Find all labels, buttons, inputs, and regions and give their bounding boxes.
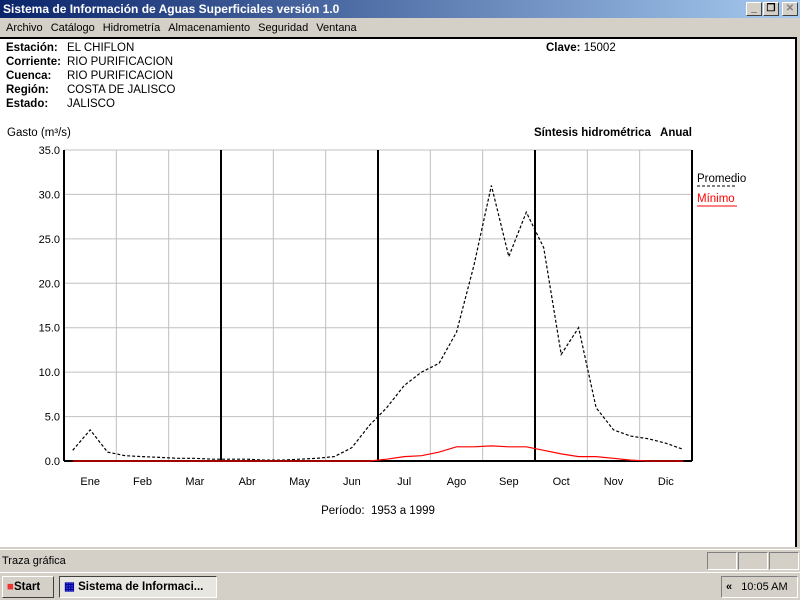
start-label: Start [13,581,41,593]
status-text: Traza gráfica [2,555,66,567]
cuenca-row: Cuenca: RIO PURIFICACION [6,69,173,83]
status-panel [738,552,768,570]
label: Estación: [6,42,58,54]
station-name: EL CHIFLON [67,42,135,54]
y-tick-label: 20.0 [39,278,60,290]
legend-promedio: Promedio [697,173,746,185]
x-tick-label: Sep [499,476,519,488]
y-tick-label: 30.0 [39,189,60,201]
x-tick-label: Ene [80,476,100,488]
taskbar: ■Start ▦ Sistema de Informaci... « 10:05… [0,572,800,600]
restore-button[interactable]: ❐ [763,2,779,16]
series-line-minimo [72,445,684,462]
y-tick-label: 5.0 [45,412,60,424]
clave-row: Clave: 15002 [546,41,616,55]
status-panel [707,552,737,570]
task-label: Sistema de Informaci... [78,581,204,593]
menu-ventana[interactable]: Ventana [316,21,357,34]
x-tick-label: Jul [397,476,411,488]
label: Región: [6,84,49,96]
window-title: Sistema de Información de Aguas Superfic… [3,2,340,16]
estado-row: Estado: JALISCO [6,97,115,111]
tray-expand-button[interactable]: « [726,581,733,593]
y-tick-label: 25.0 [39,234,60,246]
x-tick-label: Abr [239,476,256,488]
menu-archivo[interactable]: Archivo [6,21,43,34]
region-row: Región: COSTA DE JALISCO [6,83,175,97]
series-line-promedio [72,185,684,461]
start-button[interactable]: ■Start [2,576,54,598]
label: Estado: [6,98,49,110]
station-row: Estación: EL CHIFLON [6,41,134,55]
region-value: COSTA DE JALISCO [67,84,176,96]
close-button[interactable]: ✕ [782,2,798,16]
corriente-row: Corriente: RIO PURIFICACION [6,55,173,69]
windows-logo-icon: ■ [7,581,14,593]
legend-minimo: Mínimo [697,193,735,205]
corriente-value: RIO PURIFICACION [67,56,174,68]
cuenca-value: RIO PURIFICACION [67,70,174,82]
x-tick-label: Ago [447,476,467,488]
menu-almacenamiento[interactable]: Almacenamiento [168,21,251,34]
y-tick-label: 0.0 [45,456,60,468]
app-icon: ▦ [64,581,75,593]
x-tick-label: Jun [343,476,361,488]
label: Corriente: [6,56,61,68]
label: Clave: [546,42,581,54]
y-tick-label: 35.0 [39,145,60,157]
x-tick-label: Mar [185,476,204,488]
x-tick-label: Feb [133,476,152,488]
y-tick-label: 15.0 [39,323,60,335]
label: Cuenca: [6,70,52,82]
chart-title: Síntesis hidrométrica Anual [534,127,692,139]
taskbar-task-button[interactable]: ▦ Sistema de Informaci... [59,576,217,598]
period-label: Período: 1953 a 1999 [321,505,435,517]
x-tick-label: Nov [604,476,624,488]
y-tick-label: 10.0 [39,367,60,379]
minimize-button[interactable]: _ [746,2,762,16]
menu-hidrometria[interactable]: Hidrometría [102,21,161,34]
hydrograph-chart: Gasto (m³/s) Síntesis hidrométrica Anual… [7,127,746,517]
y-axis-label: Gasto (m³/s) [7,127,71,139]
x-tick-label: May [289,476,310,488]
x-tick-label: Dic [658,476,674,488]
title-bar: Sistema de Información de Aguas Superfic… [0,0,800,18]
chart-window: Estación: EL CHIFLON Corriente: RIO PURIFI… [0,37,797,547]
estado-value: JALISCO [67,98,115,110]
menu-catalogo[interactable]: Catálogo [50,21,95,34]
clave-value: 15002 [583,42,616,54]
x-tick-label: Oct [553,476,570,488]
clock: 10:05 AM [741,581,788,593]
menu-bar: Archivo Catálogo Hidrometría Almacenamie… [0,18,800,37]
status-panel [769,552,799,570]
status-bar: Traza gráfica [0,549,800,571]
menu-seguridad[interactable]: Seguridad [258,21,309,34]
system-tray: « 10:05 AM [721,576,798,598]
